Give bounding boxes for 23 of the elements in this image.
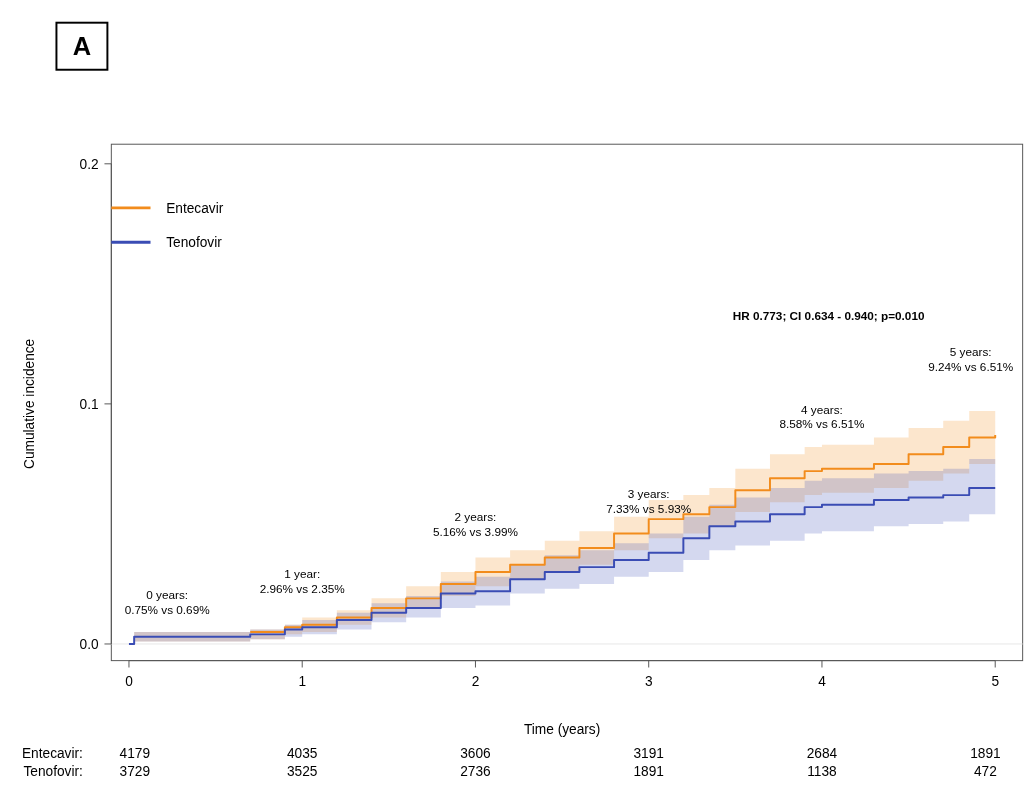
x-tick-label: 4 — [818, 674, 827, 690]
chart-title: A — [72, 32, 92, 61]
x-tick-label: 3 — [644, 674, 653, 690]
annotation: HR 0.773; CI 0.634 - 0.940; p=0.010 — [732, 308, 925, 322]
y-tick-label: 0.2 — [79, 156, 99, 172]
x-tick-label: 2 — [471, 674, 480, 690]
annotation: 0 years: 0.75% vs 0.69% — [124, 587, 211, 616]
text: Tenofovir: 3729 3525 2736 1891 1138 472 — [23, 764, 997, 780]
annotation: 4 years: 8.58% vs 6.51% — [779, 402, 865, 431]
x-tick-label: 0 — [125, 674, 134, 690]
annotation: 3 years: 7.33% vs 5.93% — [606, 486, 692, 515]
annotation: 2 years: 5.16% vs 3.99% — [433, 510, 519, 539]
x-tick-label: 1 — [298, 674, 307, 690]
y-tick-label: 0.0 — [79, 636, 99, 652]
y-tick-label: 0.1 — [79, 396, 99, 412]
x-axis-title: Time (years) — [523, 722, 601, 738]
legend-label: Tenofovir — [166, 235, 223, 250]
x-tick-label: 5 — [991, 674, 1000, 690]
annotation: 1 year: 2.96% vs 2.35% — [259, 567, 346, 596]
legend-label: Entecavir — [166, 200, 224, 216]
y-axis-title: Cumulative incidence — [21, 338, 37, 470]
text: Entecavir: 4179 4035 3606 3191 2684 1891 — [21, 745, 1001, 761]
annotation: 5 years: 9.24% vs 6.51% — [928, 344, 1014, 373]
